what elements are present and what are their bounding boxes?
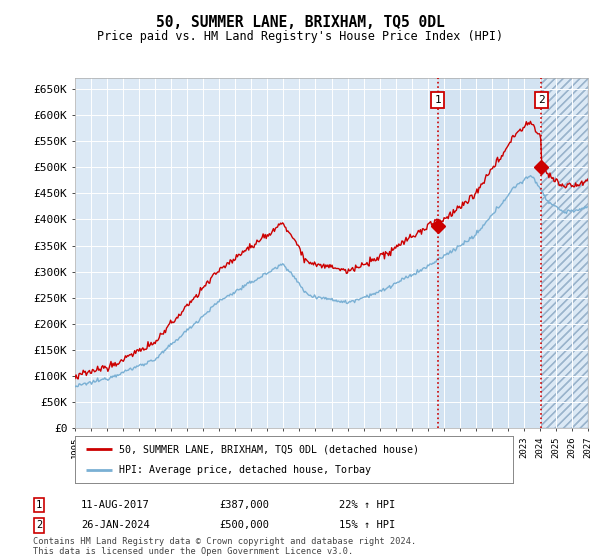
Text: 50, SUMMER LANE, BRIXHAM, TQ5 0DL: 50, SUMMER LANE, BRIXHAM, TQ5 0DL xyxy=(155,15,445,30)
Text: 11-AUG-2017: 11-AUG-2017 xyxy=(81,500,150,510)
Text: 15% ↑ HPI: 15% ↑ HPI xyxy=(339,520,395,530)
Text: 2: 2 xyxy=(36,520,42,530)
Text: £500,000: £500,000 xyxy=(219,520,269,530)
Bar xyxy=(437,78,541,428)
Text: £387,000: £387,000 xyxy=(219,500,269,510)
Text: 50, SUMMER LANE, BRIXHAM, TQ5 0DL (detached house): 50, SUMMER LANE, BRIXHAM, TQ5 0DL (detac… xyxy=(119,444,419,454)
Text: HPI: Average price, detached house, Torbay: HPI: Average price, detached house, Torb… xyxy=(119,465,371,475)
Bar xyxy=(541,78,588,428)
Text: 26-JAN-2024: 26-JAN-2024 xyxy=(81,520,150,530)
Bar xyxy=(541,78,588,428)
Text: 2: 2 xyxy=(538,95,544,105)
Text: Price paid vs. HM Land Registry's House Price Index (HPI): Price paid vs. HM Land Registry's House … xyxy=(97,30,503,44)
Text: 1: 1 xyxy=(36,500,42,510)
Text: Contains HM Land Registry data © Crown copyright and database right 2024.
This d: Contains HM Land Registry data © Crown c… xyxy=(33,537,416,556)
Text: 1: 1 xyxy=(434,95,441,105)
Text: 22% ↑ HPI: 22% ↑ HPI xyxy=(339,500,395,510)
